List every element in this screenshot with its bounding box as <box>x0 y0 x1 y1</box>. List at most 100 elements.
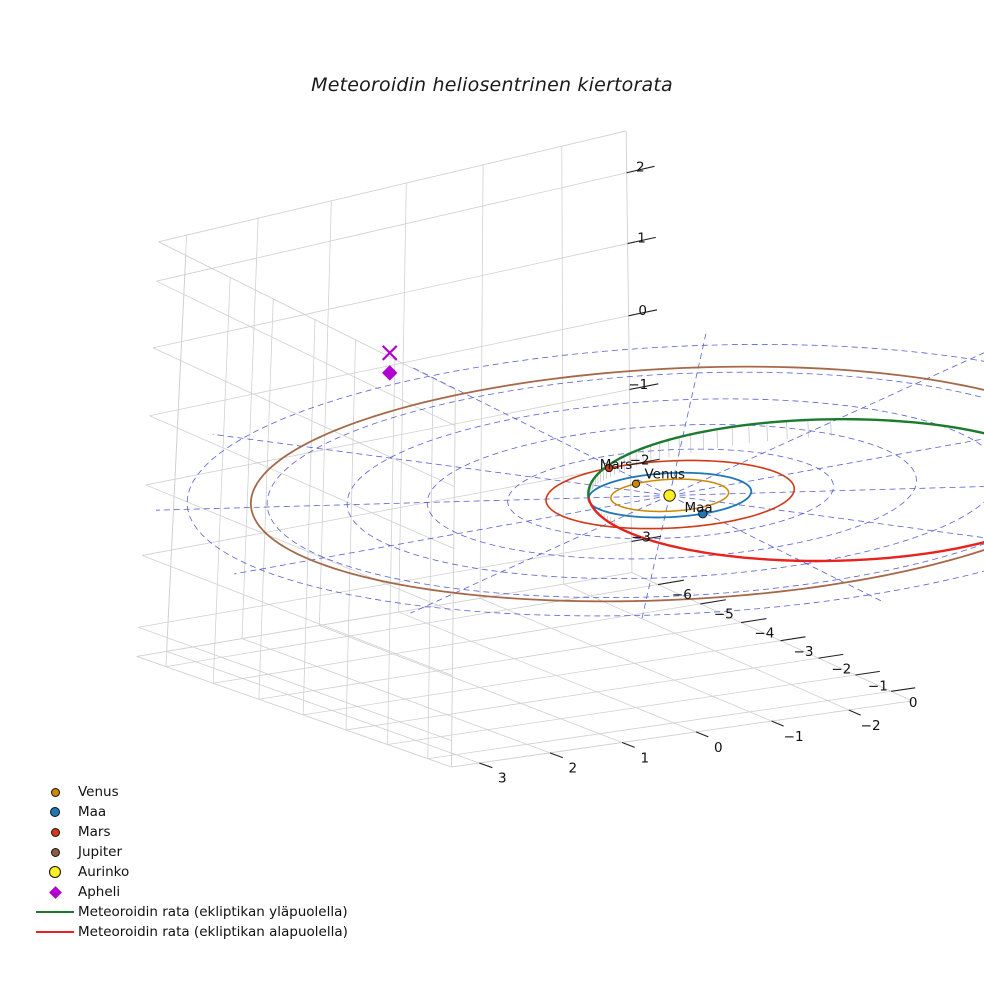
ecliptic-spoke <box>669 486 984 496</box>
gridline <box>563 583 849 711</box>
gridline <box>258 298 274 700</box>
legend-item[interactable]: Aurinko <box>32 862 348 882</box>
pane-gridlines <box>136 130 913 768</box>
tick-mark <box>855 670 880 676</box>
meteoroid-orbit-below <box>587 495 984 563</box>
maa-label: Maa <box>685 500 713 516</box>
legend-item[interactable]: Maa <box>32 802 348 822</box>
mars-label: Mars <box>600 457 633 473</box>
y-tick-label: −2 <box>861 718 881 734</box>
tick-mark <box>628 309 658 317</box>
x-tick-label: −2 <box>831 661 851 677</box>
marker-apheli <box>382 365 398 381</box>
pane-xy <box>136 572 912 768</box>
stem-line <box>731 426 733 446</box>
ecliptic-spoke <box>669 438 984 496</box>
tick-mark <box>621 741 635 748</box>
gridline <box>158 241 456 390</box>
orbit-maa <box>587 471 753 519</box>
chart-title: Meteoroidin heliosentrinen kiertorata <box>311 74 673 96</box>
venus-label: Venus <box>644 467 685 483</box>
legend-item[interactable]: Meteoroidin rata (ekliptikan yläpuolella… <box>32 902 348 922</box>
marker-venus <box>631 479 641 488</box>
tick-mark <box>741 618 767 624</box>
legend-item[interactable]: Apheli <box>32 882 348 902</box>
legend-label: Aurinko <box>78 864 130 880</box>
gridline <box>387 674 856 745</box>
gridline <box>427 690 892 760</box>
gridline <box>136 655 452 768</box>
legend-item[interactable]: Venus <box>32 782 348 802</box>
legend-label: Apheli <box>78 884 121 900</box>
y-tick-label: 0 <box>714 740 723 756</box>
x-tick-label: −4 <box>754 626 774 642</box>
gridline <box>398 183 407 613</box>
legend-dot-icon <box>50 827 60 837</box>
legend-label: Jupiter <box>78 844 123 860</box>
gridline <box>212 277 231 684</box>
legend-dot-icon <box>50 807 60 817</box>
gridline <box>303 640 781 716</box>
tick-mark <box>657 579 684 586</box>
gridline <box>142 464 631 556</box>
ecliptic-spoke <box>155 495 670 511</box>
z-tick-label: −3 <box>631 529 651 545</box>
gridline <box>156 280 456 427</box>
orbit-venus <box>610 478 730 513</box>
z-tick-label: 0 <box>638 303 647 319</box>
legend-label: Meteoroidin rata (ekliptikan yläpuolella… <box>78 904 348 920</box>
stem-line <box>830 419 832 436</box>
gridline <box>345 339 356 730</box>
gridline <box>138 626 452 742</box>
tick-mark <box>848 709 861 716</box>
gridline <box>149 315 629 417</box>
y-tick-label: −1 <box>784 729 804 745</box>
stem-line <box>786 421 788 440</box>
legend-item[interactable]: Mars <box>32 822 348 842</box>
x-tick-label: −6 <box>672 587 692 603</box>
gridline <box>145 484 454 612</box>
tick-mark <box>780 636 806 642</box>
meteoroid-orbit-above <box>587 417 984 499</box>
gridline <box>451 700 912 768</box>
orbit-jupiter <box>249 365 984 603</box>
axis-ticks: −6 −5 −4 −3 −2 −1 0 −2 −1 0 1 2 3 2 1 0 −1 −2 −3 <box>479 159 918 787</box>
ecliptic-spoke <box>669 333 707 496</box>
z-tick-label: −2 <box>630 452 650 468</box>
x-tick-label: 0 <box>909 695 918 711</box>
gridline <box>479 164 484 599</box>
axis-edge-x <box>631 572 913 702</box>
legend-item[interactable]: Meteoroidin rata (ekliptikan alapuolella… <box>32 922 348 942</box>
ecliptic-circle <box>186 343 984 617</box>
marker-maa <box>698 509 708 519</box>
tick-mark <box>629 383 659 391</box>
ecliptic-spoke <box>410 495 670 614</box>
gridline <box>152 243 628 349</box>
tick-mark <box>627 236 656 245</box>
gridline <box>450 389 456 768</box>
gridline <box>398 611 697 733</box>
ecliptic-spoke <box>411 366 670 496</box>
tick-mark <box>700 599 726 605</box>
gridline <box>138 541 632 628</box>
legend-item[interactable]: Jupiter <box>32 842 348 862</box>
gridline <box>258 622 742 700</box>
tick-mark <box>626 165 655 174</box>
gridline <box>241 638 551 754</box>
legend-dot-icon <box>50 847 60 857</box>
y-tick-label: 2 <box>568 761 577 777</box>
gridline <box>158 130 627 243</box>
y-tick-label: 3 <box>498 771 507 787</box>
gridline <box>387 359 396 745</box>
legend-label: Maa <box>78 804 107 820</box>
stem-line <box>766 422 768 442</box>
tick-mark <box>890 687 916 692</box>
legend-label: Venus <box>78 784 119 800</box>
tick-mark <box>630 458 660 466</box>
legend-diamond-icon <box>48 885 62 899</box>
gridline <box>318 200 332 626</box>
z-tick-label: 1 <box>637 230 646 246</box>
axis-edge-y <box>136 572 633 657</box>
